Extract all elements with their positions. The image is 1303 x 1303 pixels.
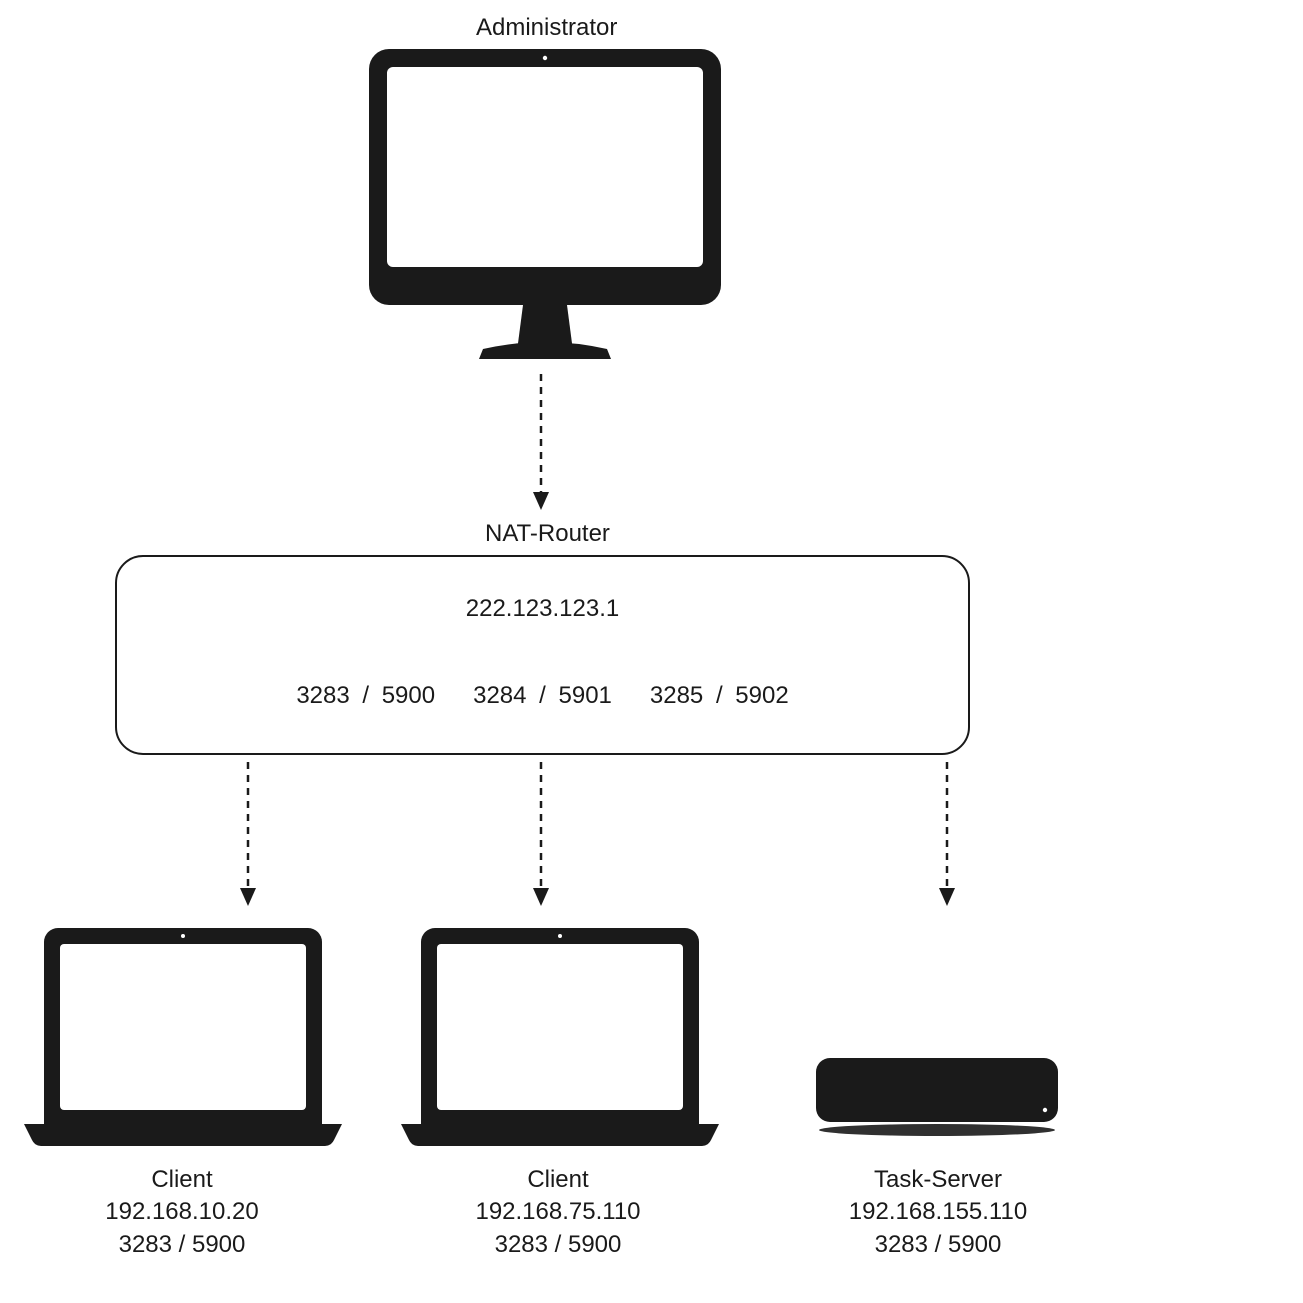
arrow-router-to-server: [937, 760, 957, 915]
client1-ip: 192.168.10.20: [105, 1198, 258, 1225]
client1-label: Client 192.168.10.20 3283 / 5900: [87, 1164, 277, 1261]
server-title: Task-Server: [874, 1166, 1002, 1193]
laptop-icon: [18, 920, 348, 1150]
network-diagram: Administrator NAT-Router 222.123.123.1 3…: [0, 0, 1303, 1303]
arrow-router-to-client1: [238, 760, 258, 915]
arrow-admin-to-router: [531, 372, 551, 518]
client2-label: Client 192.168.75.110 3283 / 5900: [458, 1164, 658, 1261]
server-ip: 192.168.155.110: [849, 1198, 1027, 1225]
client1-ports: 3283 / 5900: [119, 1231, 246, 1258]
server-ports: 3283 / 5900: [875, 1231, 1002, 1258]
imac-icon: [365, 45, 725, 365]
router-ip: 222.123.123.1: [117, 595, 968, 623]
laptop-icon: [395, 920, 725, 1150]
client2-ports: 3283 / 5900: [495, 1231, 622, 1258]
router-ports: 3283 / 5900 3284 / 5901 3285 / 5902: [117, 682, 968, 710]
arrow-router-to-client2: [531, 760, 551, 915]
router-box: 222.123.123.1 3283 / 5900 3284 / 5901 32…: [115, 555, 970, 755]
admin-label: Administrator: [476, 12, 617, 44]
server-label: Task-Server 192.168.155.110 3283 / 5900: [828, 1164, 1048, 1261]
client2-title: Client: [527, 1166, 588, 1193]
client1-title: Client: [151, 1166, 212, 1193]
server-icon: [812, 1050, 1062, 1142]
router-label: NAT-Router: [485, 518, 610, 550]
client2-ip: 192.168.75.110: [475, 1198, 640, 1225]
